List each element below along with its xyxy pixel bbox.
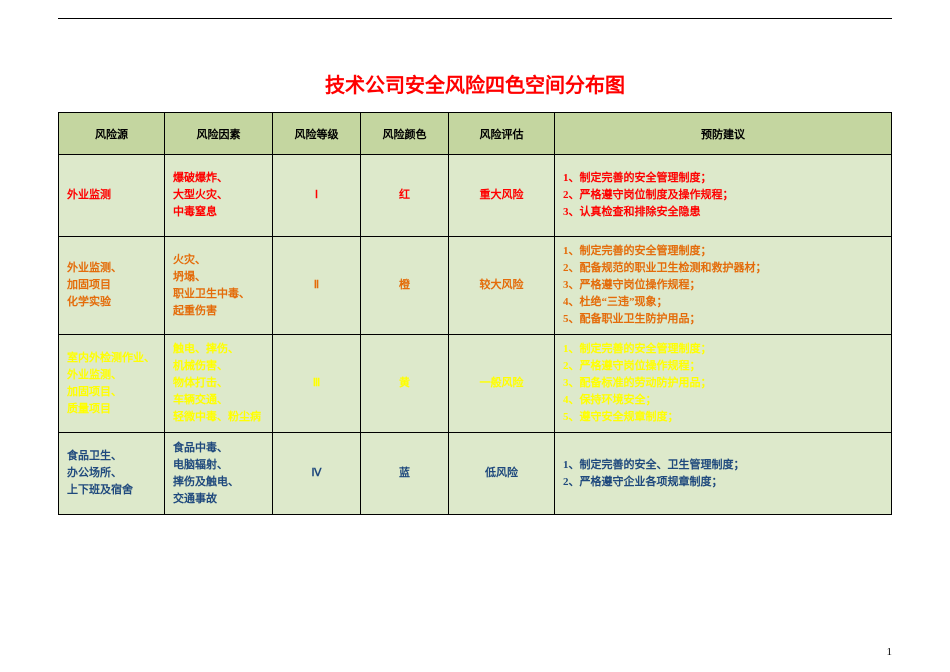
- col-factors: 风险因素: [165, 113, 273, 155]
- cell-level: Ⅳ: [273, 433, 361, 515]
- top-rule: [58, 18, 892, 19]
- table-body: 外业监测爆破爆炸、大型火灾、中毒窒息Ⅰ红重大风险1、制定完善的安全管理制度；2、…: [59, 155, 892, 515]
- cell-advice: 1、制定完善的安全、卫生管理制度；2、严格遵守企业各项规章制度；: [555, 433, 892, 515]
- cell-level: Ⅲ: [273, 335, 361, 433]
- cell-color_name: 蓝: [361, 433, 449, 515]
- cell-advice: 1、制定完善的安全管理制度； 2、配备规范的职业卫生检测和救护器材；3、严格遵守…: [555, 237, 892, 335]
- cell-assessment: 较大风险: [449, 237, 555, 335]
- cell-advice: 1、制定完善的安全管理制度；2、严格遵守岗位制度及操作规程；3、认真检查和排除安…: [555, 155, 892, 237]
- cell-factors: 触电、摔伤、机械伤害、物体打击、车辆交通、轻微中毒、粉尘病: [165, 335, 273, 433]
- table-row: 室内外检测作业、外业监测、加固项目、质量项目触电、摔伤、机械伤害、物体打击、车辆…: [59, 335, 892, 433]
- cell-assessment: 一般风险: [449, 335, 555, 433]
- cell-source: 食品卫生、办公场所、上下班及宿舍: [59, 433, 165, 515]
- col-advice: 预防建议: [555, 113, 892, 155]
- cell-color_name: 红: [361, 155, 449, 237]
- col-source: 风险源: [59, 113, 165, 155]
- cell-color_name: 黄: [361, 335, 449, 433]
- table-row: 食品卫生、办公场所、上下班及宿舍食品中毒、电脑辐射、摔伤及触电、交通事故Ⅳ蓝低风…: [59, 433, 892, 515]
- cell-source: 室内外检测作业、外业监测、加固项目、质量项目: [59, 335, 165, 433]
- col-level: 风险等级: [273, 113, 361, 155]
- cell-factors: 爆破爆炸、大型火灾、中毒窒息: [165, 155, 273, 237]
- cell-factors: 食品中毒、电脑辐射、摔伤及触电、交通事故: [165, 433, 273, 515]
- cell-source: 外业监测: [59, 155, 165, 237]
- cell-level: Ⅱ: [273, 237, 361, 335]
- table-row: 外业监测、加固项目化学实验火灾、坍塌、职业卫生中毒、起重伤害Ⅱ橙较大风险1、制定…: [59, 237, 892, 335]
- risk-table: 风险源 风险因素 风险等级 风险颜色 风险评估 预防建议 外业监测爆破爆炸、大型…: [58, 112, 892, 515]
- page-number: 1: [887, 646, 893, 658]
- cell-assessment: 重大风险: [449, 155, 555, 237]
- cell-level: Ⅰ: [273, 155, 361, 237]
- cell-source: 外业监测、加固项目化学实验: [59, 237, 165, 335]
- table-header-row: 风险源 风险因素 风险等级 风险颜色 风险评估 预防建议: [59, 113, 892, 155]
- col-assessment: 风险评估: [449, 113, 555, 155]
- col-color: 风险颜色: [361, 113, 449, 155]
- page: 技术公司安全风险四色空间分布图 风险源 风险因素 风险等级 风险颜色 风险评估 …: [0, 0, 950, 672]
- cell-color_name: 橙: [361, 237, 449, 335]
- cell-advice: 1、制定完善的安全管理制度；2、严格遵守岗位操作规程；3、配备标准的劳动防护用品…: [555, 335, 892, 433]
- cell-assessment: 低风险: [449, 433, 555, 515]
- page-title: 技术公司安全风险四色空间分布图: [58, 69, 892, 98]
- cell-factors: 火灾、坍塌、职业卫生中毒、起重伤害: [165, 237, 273, 335]
- table-row: 外业监测爆破爆炸、大型火灾、中毒窒息Ⅰ红重大风险1、制定完善的安全管理制度；2、…: [59, 155, 892, 237]
